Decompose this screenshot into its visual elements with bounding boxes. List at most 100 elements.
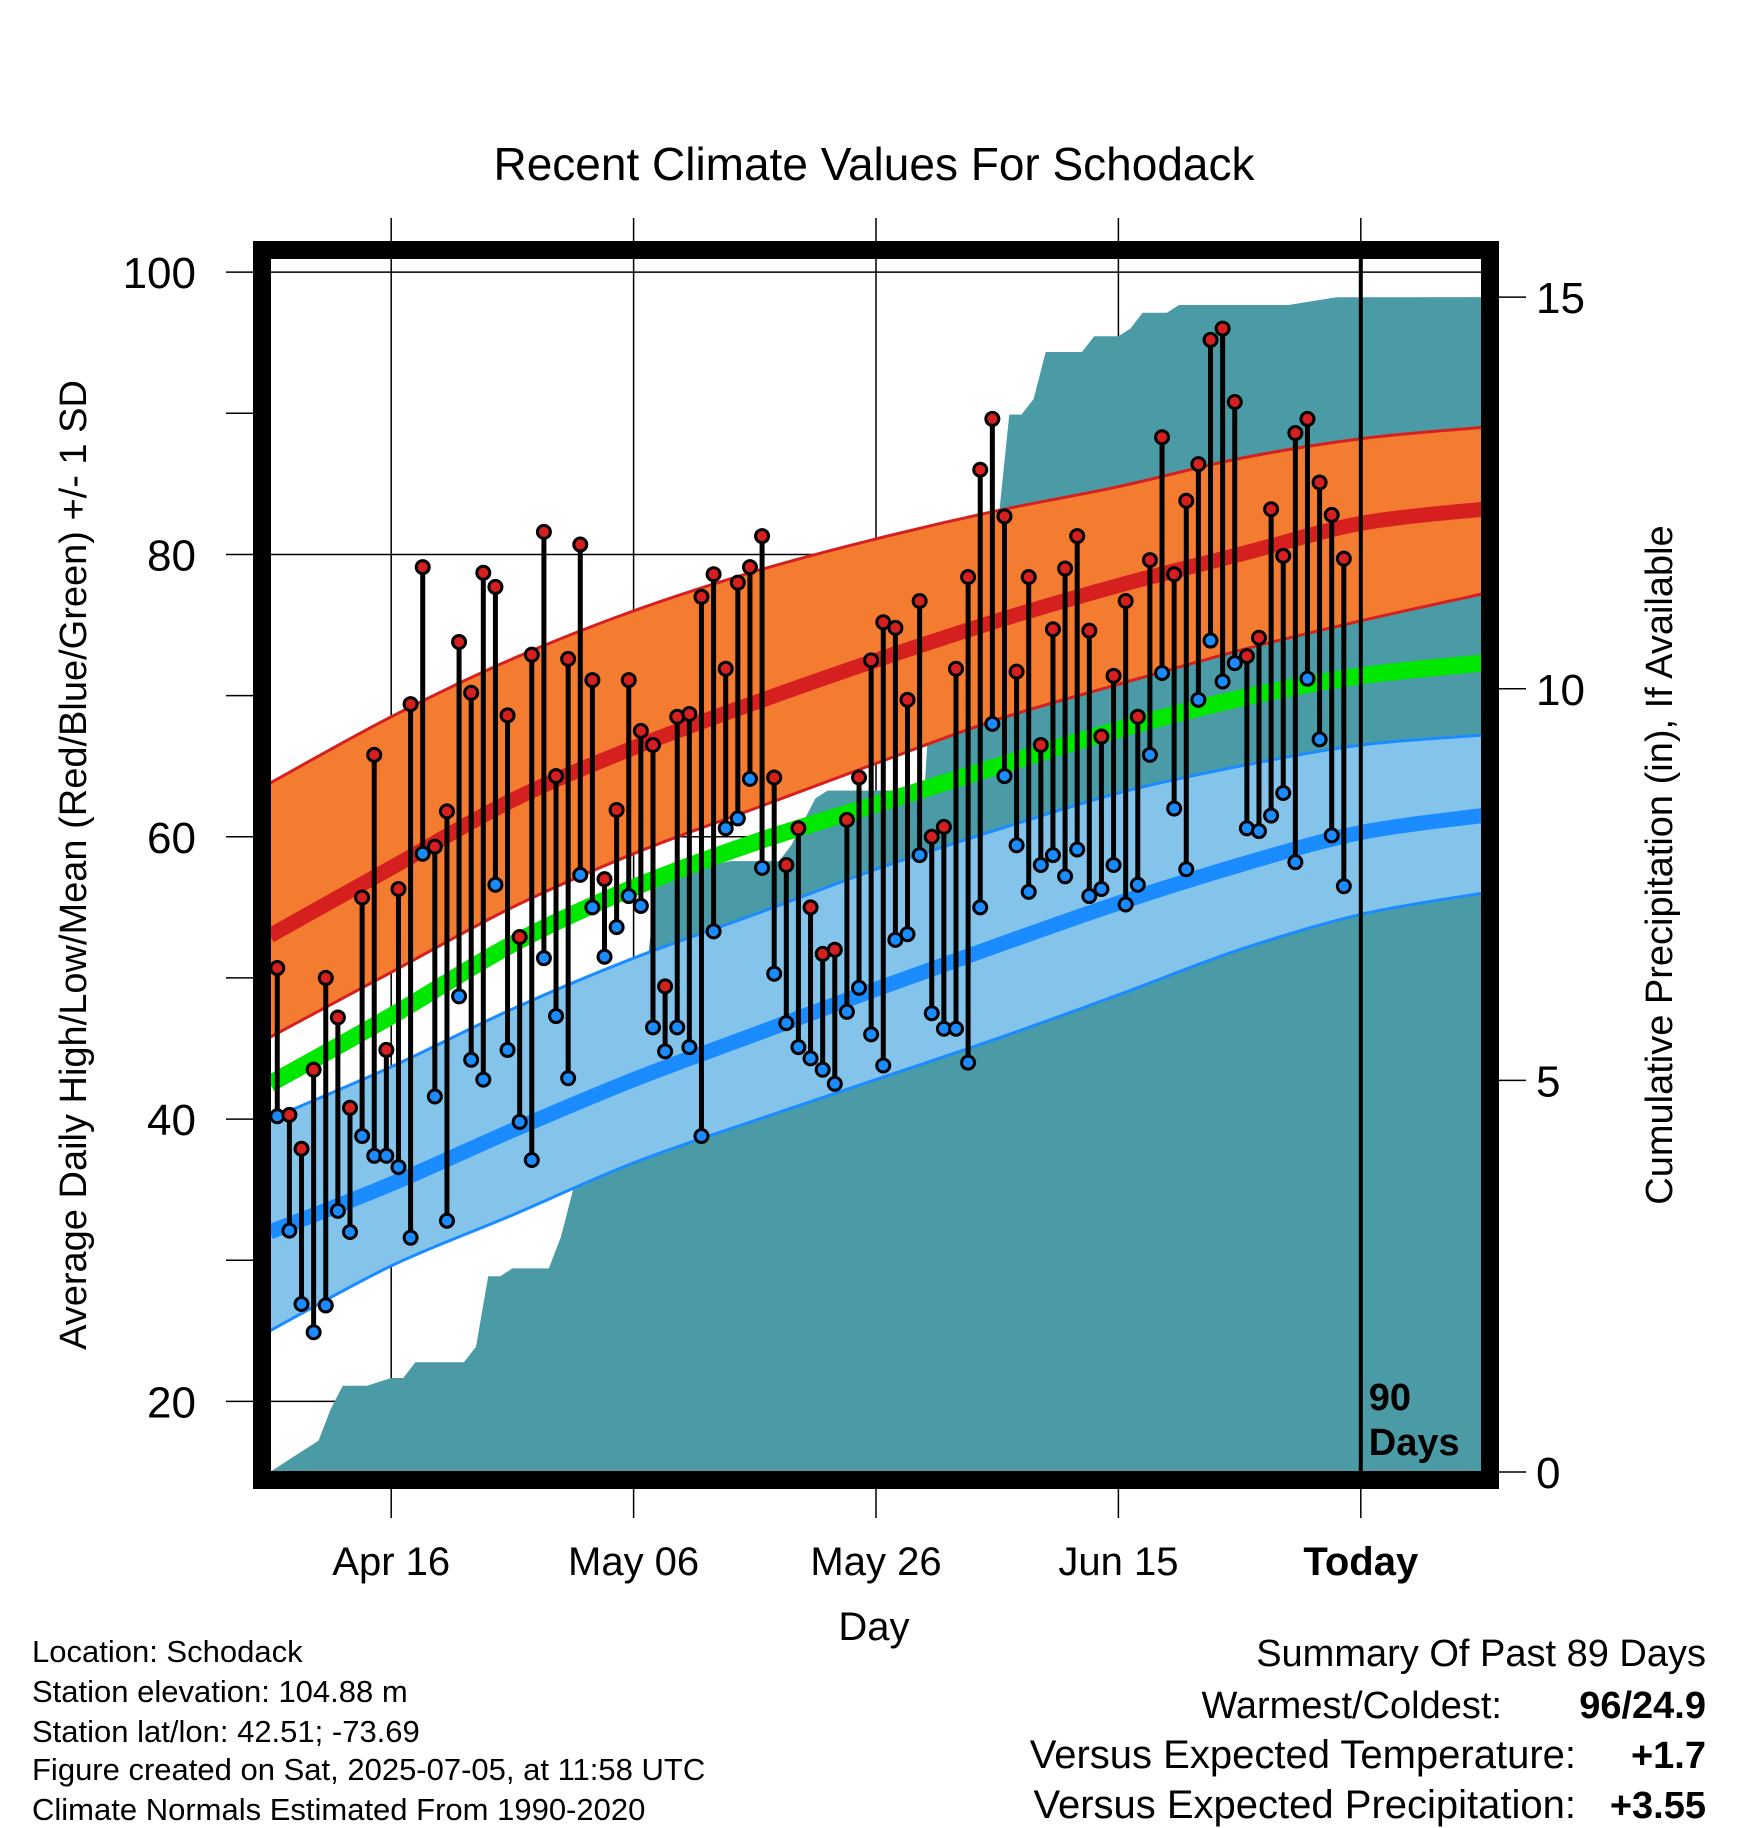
summary-warm-cold-label: Warmest/Coldest: [1201, 1685, 1502, 1727]
daily-high-point [1178, 492, 1195, 509]
daily-high-point [996, 508, 1013, 525]
daily-high-point [463, 684, 480, 701]
daily-high-point [693, 588, 710, 605]
daily-low-point [1263, 807, 1280, 824]
daily-low-point [1008, 837, 1025, 854]
y2-tick-label: 0 [1536, 1449, 1560, 1498]
daily-low-point [523, 1152, 540, 1169]
daily-low-point [1141, 746, 1158, 763]
daily-low-point [1093, 880, 1110, 897]
y2-tick-label: 10 [1536, 666, 1585, 715]
daily-low-point [511, 1113, 528, 1130]
daily-high-point [1335, 550, 1352, 567]
daily-high-point [608, 801, 625, 818]
y2-tick-label: 15 [1536, 274, 1585, 323]
daily-high-point [305, 1061, 322, 1078]
daily-low-point [802, 1050, 819, 1067]
daily-high-point [329, 1009, 346, 1026]
daily-low-point [499, 1041, 516, 1058]
daily-low-point [1226, 655, 1243, 672]
daily-low-point [754, 859, 771, 876]
daily-low-point [1117, 896, 1134, 913]
daily-low-point [1032, 857, 1049, 873]
daily-high-point [1190, 456, 1207, 473]
daily-low-point [572, 866, 589, 883]
daily-low-point [947, 1020, 964, 1037]
daily-high-point [475, 564, 492, 581]
daily-low-point [923, 1005, 940, 1022]
y-tick-label: 80 [147, 531, 196, 580]
daily-high-point [1008, 663, 1025, 680]
daily-low-point [1178, 861, 1195, 878]
daily-low-point [378, 1147, 395, 1164]
chart-title: Recent Climate Values For Schodack [493, 138, 1255, 190]
daily-high-point [984, 410, 1001, 427]
daily-low-point [390, 1159, 407, 1176]
daily-high-point [596, 871, 613, 888]
daily-high-point [826, 941, 843, 958]
daily-high-point [741, 559, 758, 576]
daily-low-point [596, 948, 613, 965]
daily-low-point [681, 1039, 698, 1056]
daily-high-point [790, 820, 807, 837]
info-location: Location: Schodack [32, 1634, 303, 1669]
x-tick-label: Apr 16 [332, 1540, 450, 1584]
daily-high-point [451, 633, 468, 650]
y-axis-title: Average Daily High/Low/Mean (Red/Blue/Gr… [53, 380, 95, 1350]
daily-high-point [1057, 560, 1074, 577]
summary-precip-label: Versus Expected Precipitation: [1033, 1783, 1576, 1827]
daily-high-point [293, 1140, 310, 1157]
high-sd-band-lower-edge [269, 592, 1483, 1039]
daily-high-point [899, 691, 916, 708]
daily-low-point [535, 950, 552, 967]
daily-low-point [1311, 731, 1328, 748]
daily-high-point [705, 566, 722, 583]
daily-low-point [1250, 823, 1267, 840]
daily-high-point [378, 1041, 395, 1058]
daily-low-point [1057, 868, 1074, 885]
daily-low-point [548, 1008, 565, 1025]
daily-low-point [693, 1128, 710, 1145]
daily-low-point [838, 1003, 855, 1020]
daily-high-point [1226, 393, 1243, 410]
daily-high-point [1081, 622, 1098, 639]
x-axis-title: Day [838, 1605, 909, 1649]
daily-low-point [1081, 888, 1098, 905]
daily-low-point [1299, 670, 1316, 687]
daily-low-point [341, 1224, 358, 1241]
daily-high-point [1129, 708, 1146, 725]
daily-high-point [620, 672, 637, 689]
normal-low-line [267, 808, 1484, 1239]
daily-low-point [426, 1088, 443, 1105]
daily-high-point [1166, 566, 1183, 583]
daily-low-point [329, 1202, 346, 1219]
daily-high-point [354, 889, 371, 906]
daily-high-point [1141, 552, 1158, 569]
daily-low-point [899, 926, 916, 943]
daily-low-point [1323, 827, 1340, 844]
daily-high-point [572, 536, 589, 553]
daily-high-point [911, 593, 928, 610]
daily-low-point [1190, 691, 1207, 708]
daily-high-point [729, 574, 746, 591]
x-tick-label: Jun 15 [1058, 1540, 1178, 1584]
y2-axis-title: Cumulative Precipitation (in), If Availa… [1639, 525, 1681, 1204]
daily-high-point [863, 652, 880, 669]
daily-high-point [426, 838, 443, 855]
daily-low-point [826, 1075, 843, 1092]
daily-low-point [741, 770, 758, 787]
daily-low-point [972, 899, 989, 916]
low-sd-band-lower-edge [269, 891, 1483, 1333]
daily-low-point [305, 1324, 322, 1341]
daily-low-point [1287, 854, 1304, 871]
low-sd-band-upper-edge [269, 733, 1483, 1121]
daily-low-point [402, 1229, 419, 1246]
daily-high-point [923, 828, 940, 845]
daily-high-point [1044, 621, 1061, 638]
daily-high-point [838, 811, 855, 828]
daily-low-point [584, 899, 601, 916]
daily-low-point [1044, 847, 1061, 864]
summary-warm-cold-value: 96/24.9 [1579, 1685, 1706, 1727]
high-sd-band-upper-edge [269, 425, 1483, 785]
